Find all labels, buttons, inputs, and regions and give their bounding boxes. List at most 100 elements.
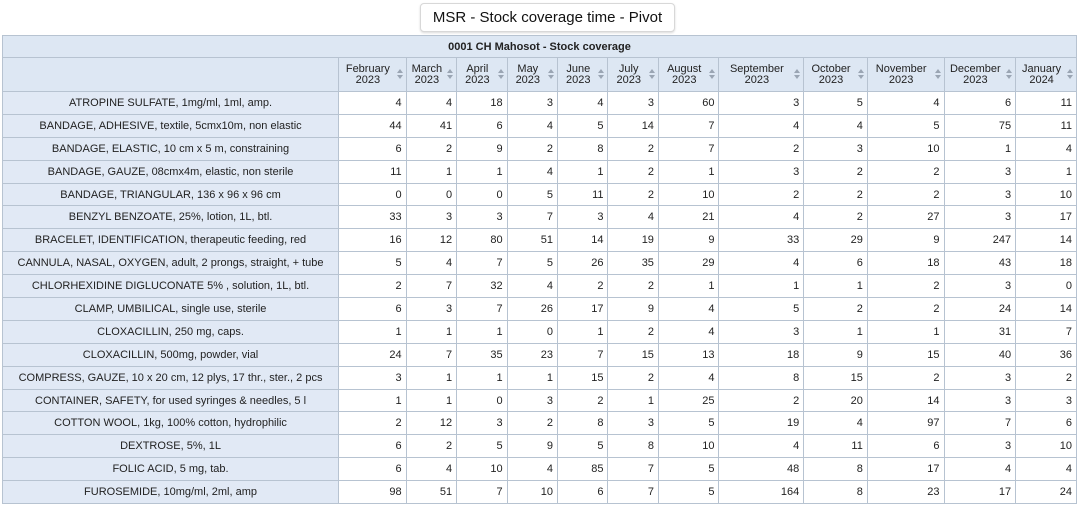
table-cell-value: 6 xyxy=(338,434,407,459)
table-cell-value: 3 xyxy=(943,388,1017,413)
table-cell-value: 5 xyxy=(557,113,609,138)
table-row: DEXTROSE, 5%, 1L 6 2 5 9 5 8 10 4 11 6 3 10 xyxy=(1,434,1077,459)
table-cell-value: 7 xyxy=(557,342,609,367)
table-cell-value: 6 xyxy=(866,434,945,459)
row-header-item: COTTON WOOL, 1kg, 100% cotton, hydrophil… xyxy=(1,411,340,436)
row-header-item: CANNULA, NASAL, OXYGEN, adult, 2 prongs,… xyxy=(1,251,340,276)
sort-arrows-icon[interactable] xyxy=(497,69,504,80)
table-cell-value: 5 xyxy=(718,297,805,321)
table-cell-value: 1 xyxy=(866,319,945,344)
table-cell-value: 10 xyxy=(1015,182,1077,207)
table-row: COTTON WOOL, 1kg, 100% cotton, hydrophil… xyxy=(1,411,1077,436)
table-row: ATROPINE SULFATE, 1mg/ml, 1ml, amp. 4 4 18 3… xyxy=(1,91,1077,115)
table-cell-value: 13 xyxy=(657,342,720,367)
table-cell-value: 4 xyxy=(657,297,720,321)
table-cell-value: 2 xyxy=(718,388,805,413)
sort-arrows-icon[interactable] xyxy=(548,69,555,80)
table-cell-value: 1 xyxy=(338,388,407,413)
table-cell-value: 5 xyxy=(657,480,720,505)
table-cell-value: 1 xyxy=(405,159,458,184)
table-cell-value: 9 xyxy=(607,297,659,321)
column-header-month[interactable]: October 2023 xyxy=(803,57,868,92)
table-cell-value: 18 xyxy=(456,91,508,115)
column-header-label: January 2024 xyxy=(1016,63,1076,86)
table-cell-value: 1 xyxy=(718,274,805,299)
column-header-label: April 2023 xyxy=(457,63,506,86)
column-header-month[interactable]: May 2023 xyxy=(506,57,559,92)
sort-arrows-icon[interactable] xyxy=(857,69,864,80)
table-cell-value: 5 xyxy=(657,457,720,482)
table-cell-value: 10 xyxy=(1015,434,1077,459)
table-cell-value: 3 xyxy=(1015,388,1077,413)
table-cell-value: 3 xyxy=(607,91,659,115)
table-cell-value: 3 xyxy=(607,411,659,436)
table-cell-value: 14 xyxy=(557,228,609,253)
table-cell-value: 35 xyxy=(607,251,659,276)
table-cell-value: 27 xyxy=(866,205,945,230)
table-cell-value: 10 xyxy=(657,182,720,207)
column-header-label: July 2023 xyxy=(608,63,657,86)
table-cell-value: 6 xyxy=(338,457,407,482)
table-cell-value: 2 xyxy=(1015,365,1077,390)
table-cell-value: 1 xyxy=(607,388,659,413)
table-cell-value: 4 xyxy=(943,457,1017,482)
column-header-month[interactable]: December 2023 xyxy=(943,57,1017,92)
table-cell-value: 1 xyxy=(456,319,508,344)
column-header-month[interactable]: April 2023 xyxy=(456,57,508,92)
table-cell-value: 7 xyxy=(657,136,720,161)
table-cell-value: 4 xyxy=(405,91,458,115)
column-header-month[interactable]: June 2023 xyxy=(557,57,609,92)
table-cell-value: 24 xyxy=(1015,480,1077,505)
month-year: 2023 xyxy=(414,73,440,86)
column-header-label: December 2023 xyxy=(945,63,1016,86)
column-header-month[interactable]: February 2023 xyxy=(338,57,407,92)
column-header-month[interactable]: January 2024 xyxy=(1015,57,1077,92)
table-cell-value: 6 xyxy=(338,136,407,161)
table-row: BENZYL BENZOATE, 25%, lotion, 1L, btl. 33… xyxy=(1,205,1077,230)
table-cell-value: 8 xyxy=(557,411,609,436)
table-cell-value: 40 xyxy=(943,342,1017,367)
column-header-month[interactable]: March 2023 xyxy=(405,57,458,92)
table-cell-value: 16 xyxy=(338,228,407,253)
row-header-item: CHLORHEXIDINE DIGLUCONATE 5% , solution,… xyxy=(1,274,340,299)
sort-arrows-icon[interactable] xyxy=(598,69,605,80)
column-header-month[interactable]: August 2023 xyxy=(657,57,720,92)
table-cell-value: 7 xyxy=(657,113,720,138)
sort-arrows-icon[interactable] xyxy=(934,69,941,80)
table-cell-value: 2 xyxy=(866,297,945,321)
sort-arrows-icon[interactable] xyxy=(1006,69,1013,80)
table-cell-value: 2 xyxy=(607,319,659,344)
table-cell-value: 5 xyxy=(803,91,868,115)
table-cell-value: 2 xyxy=(607,274,659,299)
table-cell-value: 33 xyxy=(338,205,407,230)
table-cell-value: 7 xyxy=(405,342,458,367)
sort-arrows-icon[interactable] xyxy=(447,69,454,80)
column-header-month[interactable]: July 2023 xyxy=(607,57,659,92)
table-cell-value: 4 xyxy=(506,113,559,138)
table-cell-value: 6 xyxy=(943,91,1017,115)
table-cell-value: 7 xyxy=(607,457,659,482)
table-cell-value: 14 xyxy=(1015,297,1077,321)
table-cell-value: 4 xyxy=(506,159,559,184)
table-cell-value: 26 xyxy=(506,297,559,321)
table-cell-value: 5 xyxy=(506,182,559,207)
table-cell-value: 26 xyxy=(557,251,609,276)
table-cell-value: 3 xyxy=(338,365,407,390)
column-header-month[interactable]: September 2023 xyxy=(718,57,805,92)
sort-arrows-icon[interactable] xyxy=(1067,69,1073,80)
table-cell-value: 5 xyxy=(866,113,945,138)
table-cell-value: 247 xyxy=(943,228,1017,253)
column-header-month[interactable]: November 2023 xyxy=(866,57,945,92)
pivot-table: 0001 CH Mahosot - Stock coverage Februar… xyxy=(1,35,1077,505)
sort-arrows-icon[interactable] xyxy=(648,69,655,80)
table-cell-value: 4 xyxy=(718,113,805,138)
sort-arrows-icon[interactable] xyxy=(794,69,801,80)
sort-arrows-icon[interactable] xyxy=(396,69,403,80)
sort-arrows-icon[interactable] xyxy=(709,69,716,80)
table-cell-value: 4 xyxy=(338,91,407,115)
table-cell-value: 12 xyxy=(405,228,458,253)
row-header-item: CONTAINER, SAFETY, for used syringes & n… xyxy=(1,388,340,413)
table-cell-value: 21 xyxy=(657,205,720,230)
table-cell-value: 6 xyxy=(456,113,508,138)
page-title: MSR - Stock coverage time - Pivot table xyxy=(420,3,675,53)
